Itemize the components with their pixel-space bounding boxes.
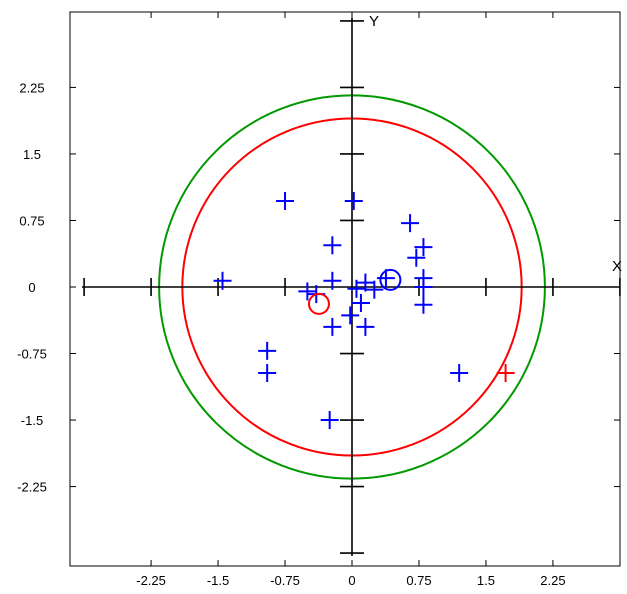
y-tick-label: -0.75: [17, 347, 47, 362]
data-point-plus: [258, 364, 277, 383]
y-tick-label: 2.25: [19, 80, 44, 95]
data-point-plus: [213, 271, 232, 290]
data-point-plus: [351, 293, 370, 312]
data-point-plus: [323, 271, 342, 290]
data-point-plus: [323, 317, 342, 336]
x-tick-label: 1.5: [477, 573, 495, 588]
data-point-plus: [414, 295, 433, 314]
data-point-plus: [450, 364, 469, 383]
y-tick-label: 1.5: [23, 147, 41, 162]
x-tick-label: -1.5: [207, 573, 229, 588]
data-point-circle: [379, 268, 402, 291]
data-point-plus: [496, 364, 515, 383]
y-axis-label: Y: [369, 13, 379, 30]
data-point-plus: [356, 273, 375, 292]
data-point-plus: [414, 238, 433, 257]
data-point-plus: [344, 191, 363, 210]
data-point-plus: [341, 306, 360, 325]
x-tick-label: 2.25: [540, 573, 565, 588]
x-axis-label: X: [612, 258, 622, 275]
data-point-plus: [320, 411, 339, 430]
data-point-plus: [258, 341, 277, 360]
y-tick-label: -2.25: [17, 480, 47, 495]
data-point-plus: [276, 191, 295, 210]
data-point-plus: [298, 282, 317, 301]
data-point-plus: [356, 317, 375, 336]
data-point-plus: [414, 278, 433, 296]
x-tick-label: -0.75: [270, 573, 300, 588]
y-tick-label: -1.5: [21, 413, 43, 428]
y-tick-label: 0: [28, 280, 35, 295]
y-tick-label: 0.75: [19, 213, 44, 228]
x-tick-label: 0.75: [406, 573, 431, 588]
data-point-plus: [401, 214, 420, 233]
data-point-plus: [323, 236, 342, 255]
data-point-plus: [407, 248, 426, 267]
x-tick-label: 0: [348, 573, 355, 588]
data-point-circle: [307, 292, 330, 315]
data-point-plus: [365, 280, 384, 299]
x-tick-label: -2.25: [136, 573, 166, 588]
